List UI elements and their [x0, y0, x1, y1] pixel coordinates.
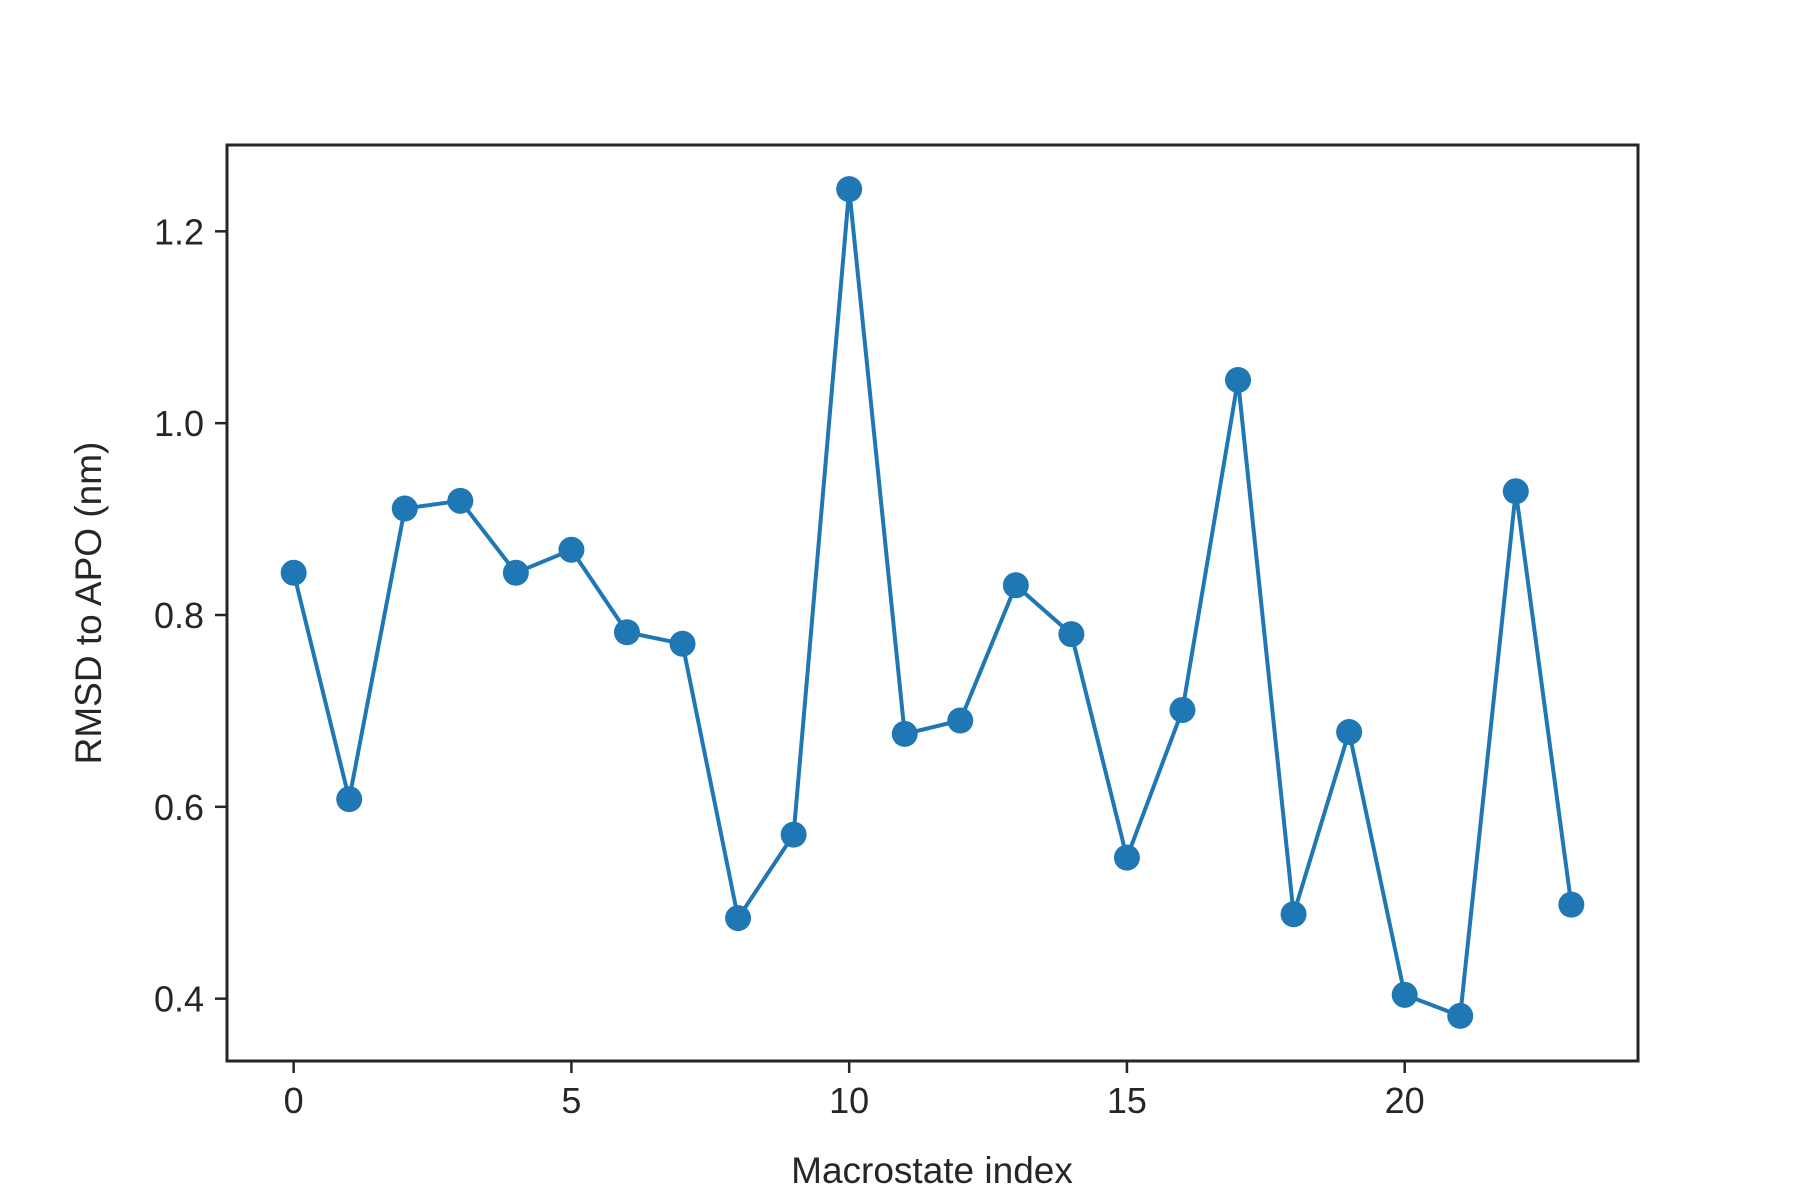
- data-point: [391, 495, 418, 522]
- data-point: [1558, 891, 1585, 918]
- data-point: [1058, 621, 1085, 648]
- series-layer: [280, 176, 1585, 1029]
- data-point: [1280, 901, 1307, 928]
- y-tick-label: 1.0: [154, 403, 204, 444]
- data-point: [1225, 366, 1252, 393]
- data-point: [669, 630, 696, 657]
- data-point: [280, 559, 307, 586]
- y-axis-label: RMSD to APO (nm): [68, 442, 109, 765]
- data-point: [447, 487, 474, 514]
- data-point: [1169, 696, 1196, 723]
- data-point: [1113, 844, 1140, 871]
- x-tick-label: 15: [1107, 1080, 1147, 1121]
- data-point: [613, 619, 640, 646]
- plot-area-frame: [225, 143, 1640, 1063]
- x-tick-label: 0: [284, 1080, 304, 1121]
- x-axis-ticks: 0 5 10 15 20: [284, 1061, 1425, 1121]
- y-tick-label: 0.6: [154, 787, 204, 828]
- data-point: [336, 786, 363, 813]
- data-point: [1391, 981, 1418, 1008]
- data-point: [947, 707, 974, 734]
- y-tick-label: 1.2: [154, 211, 204, 252]
- data-point: [558, 536, 585, 563]
- data-point: [1447, 1002, 1474, 1029]
- data-point: [1002, 572, 1029, 599]
- y-tick-label: 0.8: [154, 595, 204, 636]
- y-axis-ticks: 0.4 0.6 0.8 1.0 1.2: [154, 211, 227, 1020]
- x-tick-label: 5: [561, 1080, 581, 1121]
- data-point: [725, 905, 752, 932]
- data-point: [891, 720, 918, 747]
- data-point: [1502, 478, 1529, 505]
- data-point: [1336, 719, 1363, 746]
- series-line: [291, 187, 1574, 1018]
- x-axis-label: Macrostate index: [791, 1150, 1073, 1191]
- data-point: [836, 176, 863, 203]
- x-tick-label: 20: [1385, 1080, 1425, 1121]
- y-tick-label: 0.4: [154, 979, 204, 1020]
- data-point: [502, 559, 529, 586]
- data-point: [780, 821, 807, 848]
- x-tick-label: 10: [829, 1080, 869, 1121]
